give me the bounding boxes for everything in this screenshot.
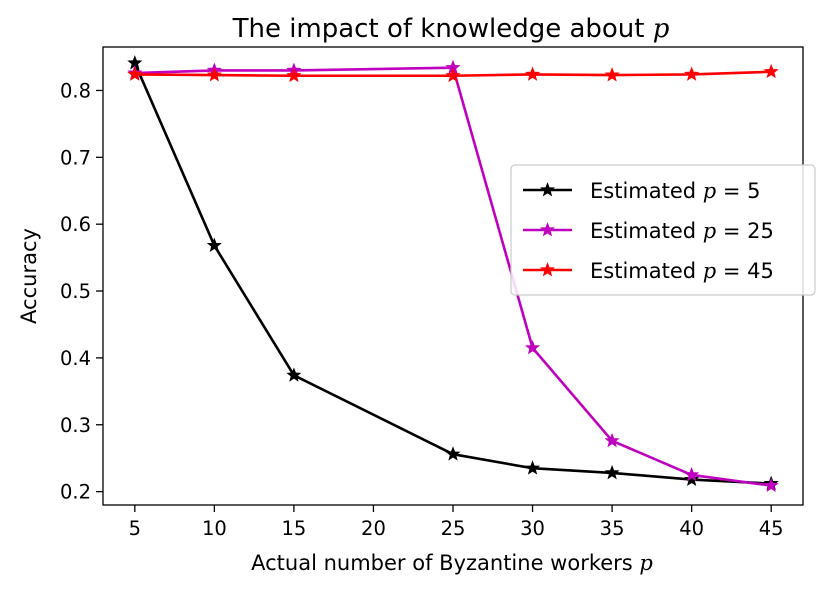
legend-label-2: Estimated p = 25 <box>590 219 774 243</box>
x-tick-label: 40 <box>679 517 704 540</box>
series-line-3 <box>134 70 772 78</box>
y-axis: 0.2 0.3 0.4 0.5 0.6 0.7 0.8 <box>60 79 103 504</box>
x-tick-label: 10 <box>202 517 227 540</box>
x-tick-label: 25 <box>441 517 466 540</box>
legend: Estimated p = 5 Estimated p = 25 Estimated… <box>510 164 816 296</box>
data-point <box>445 446 461 461</box>
y-axis-label: Accuracy <box>17 228 41 324</box>
data-point <box>525 66 541 81</box>
legend-marker <box>539 262 556 277</box>
series-line-1 <box>133 62 772 485</box>
y-tick-label: 0.2 <box>60 481 91 504</box>
plot-area <box>127 55 779 493</box>
data-point <box>445 67 461 83</box>
data-point <box>684 471 700 486</box>
y-tick-label: 0.7 <box>60 146 91 169</box>
x-tick-label: 30 <box>520 517 545 540</box>
legend-label-3: Estimated p = 45 <box>590 259 774 283</box>
data-point <box>763 477 779 493</box>
x-tick-label: 20 <box>361 517 386 540</box>
series-line-2 <box>134 66 772 487</box>
x-axis-label: Actual number of Byzantine workers p <box>251 551 653 575</box>
data-point <box>684 466 700 482</box>
data-point <box>206 237 222 252</box>
y-tick-label: 0.5 <box>60 280 91 303</box>
y-tick-label: 0.3 <box>60 414 91 437</box>
data-point <box>525 339 541 355</box>
chart-title: The impact of knowledge about p <box>232 14 670 44</box>
data-point <box>286 67 302 83</box>
legend-marker <box>539 222 556 237</box>
y-tick-label: 0.8 <box>60 79 91 102</box>
legend-marker <box>539 182 556 197</box>
data-point <box>206 67 222 82</box>
x-axis: 5 10 15 20 25 30 35 40 45 <box>129 505 784 540</box>
data-point <box>604 67 620 82</box>
x-tick-label: 35 <box>600 517 625 540</box>
data-point <box>127 66 143 81</box>
data-point <box>525 460 541 475</box>
data-point <box>604 464 620 480</box>
x-tick-label: 45 <box>759 517 784 540</box>
legend-label-1: Estimated p = 5 <box>590 179 761 203</box>
data-point <box>763 63 779 79</box>
legend-box <box>510 164 816 296</box>
x-tick-label: 15 <box>281 517 306 540</box>
data-point <box>286 367 302 382</box>
data-point <box>604 432 620 448</box>
x-tick-label: 5 <box>129 517 141 540</box>
y-tick-label: 0.6 <box>60 213 91 236</box>
y-tick-label: 0.4 <box>60 347 91 370</box>
data-point <box>684 66 700 81</box>
